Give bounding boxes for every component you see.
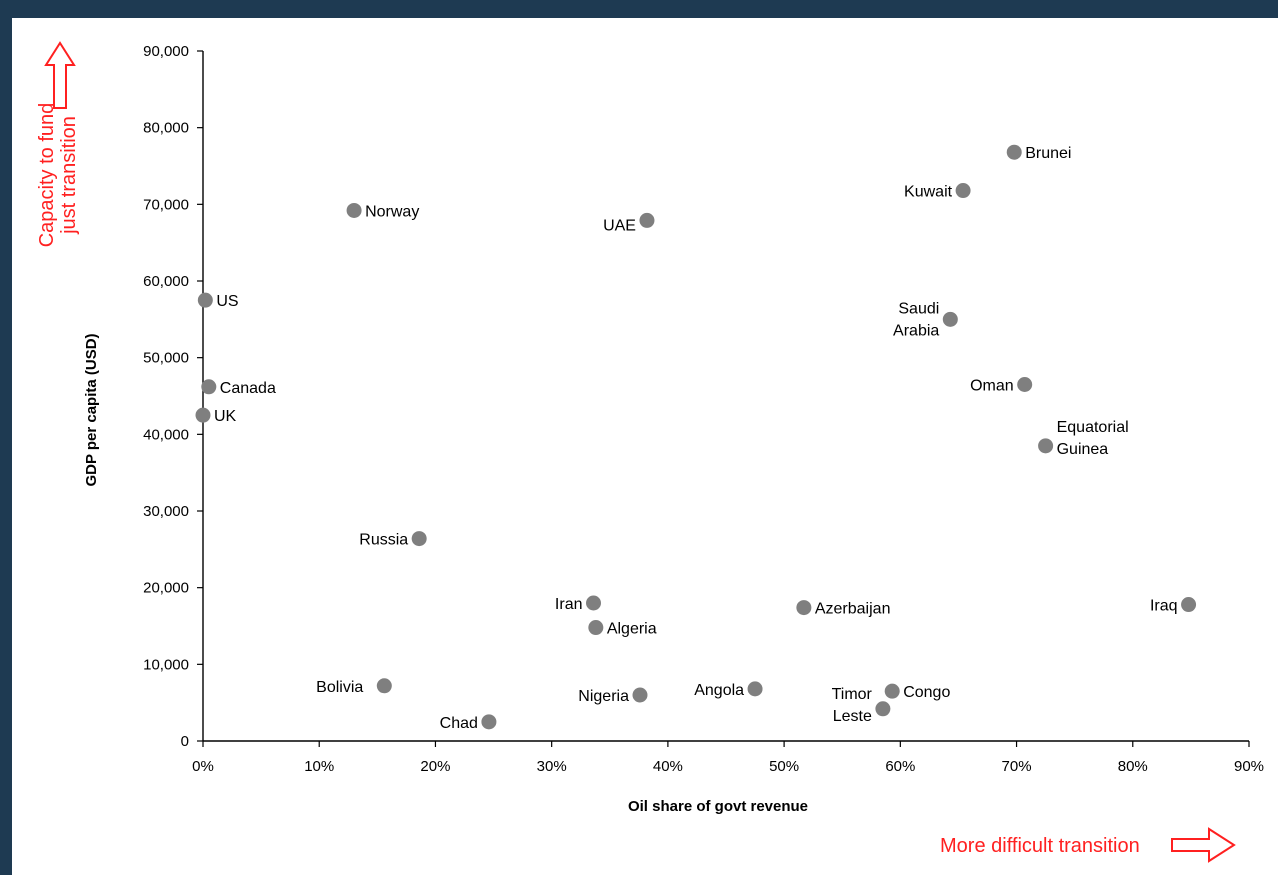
point-label-russia: Russia (359, 532, 408, 549)
point-label-equatorial-guinea: Equatorial Guinea (1057, 419, 1129, 458)
point-label-algeria: Algeria (607, 621, 657, 638)
data-point-canada (201, 379, 217, 395)
data-point-brunei (1006, 144, 1022, 160)
capacity-annotation: Capacity to fund just transition (36, 41, 80, 248)
point-label-angola: Angola (694, 682, 744, 699)
y-tick-label: 50,000 (143, 350, 189, 367)
data-point-congo (884, 683, 900, 699)
axes: 0% 10% 20% 30% 40% 50% 60% 70% 80% 90% 0 10,000 20,0… (143, 43, 1264, 775)
data-point-angola (747, 681, 763, 697)
y-axis-label: GDP per capita (USD) (83, 333, 100, 486)
point-label-us: US (216, 293, 238, 310)
data-point-algeria (588, 620, 604, 636)
difficulty-annotation: More difficult transition (940, 827, 1236, 863)
y-tick-label: 80,000 (143, 120, 189, 137)
point-label-timor-leste: Timor Leste (832, 686, 873, 725)
point-label-uk: UK (214, 408, 237, 425)
y-tick-label: 90,000 (143, 43, 189, 60)
x-tick-label: 30% (537, 758, 567, 775)
point-label-kuwait: Kuwait (904, 184, 953, 201)
data-point-iran (586, 595, 602, 611)
scatter-chart: 0% 10% 20% 30% 40% 50% 60% 70% 80% 90% 0 10,000 20,0… (36, 41, 1264, 863)
x-tick-label: 50% (769, 758, 799, 775)
right-arrow-icon (1171, 827, 1236, 863)
data-point-timor-leste (875, 701, 891, 717)
capacity-label-line1: Capacity to fund (36, 103, 58, 248)
point-label-norway: Norway (365, 203, 419, 220)
x-tick-label: 20% (420, 758, 450, 775)
x-tick-label: 40% (653, 758, 683, 775)
data-point-nigeria (632, 687, 648, 703)
y-tick-label: 0 (181, 733, 189, 750)
x-tick-label: 80% (1118, 758, 1148, 775)
data-point-uae (639, 212, 655, 228)
data-point-kuwait (955, 183, 971, 199)
up-arrow-icon (44, 41, 76, 109)
point-label-chad: Chad (440, 715, 478, 732)
point-label-azerbaijan: Azerbaijan (815, 601, 891, 618)
difficulty-label: More difficult transition (940, 835, 1140, 857)
x-tick-label: 60% (885, 758, 915, 775)
point-label-congo: Congo (903, 684, 950, 701)
capacity-label-line2: just transition (58, 116, 80, 235)
x-tick-label: 90% (1234, 758, 1264, 775)
y-tick-label: 10,000 (143, 656, 189, 673)
point-label-saudi-arabia: Saudi Arabia (893, 300, 939, 339)
x-axis-label: Oil share of govt revenue (628, 798, 808, 815)
y-tick-label: 30,000 (143, 503, 189, 520)
data-point-equatorial-guinea (1038, 438, 1054, 454)
data-point-saudi-arabia (942, 311, 958, 327)
y-tick-label: 70,000 (143, 196, 189, 213)
y-tick-label: 60,000 (143, 273, 189, 290)
y-tick-label: 20,000 (143, 580, 189, 597)
chart-frame: 0% 10% 20% 30% 40% 50% 60% 70% 80% 90% 0 10,000 20,0… (12, 18, 1278, 875)
data-points: Brunei Kuwait Norway UAE US Saudi Arabia Oman Ca… (195, 144, 1197, 732)
point-label-canada: Canada (220, 380, 276, 397)
data-point-norway (346, 202, 362, 218)
point-label-iran: Iran (555, 596, 583, 613)
point-label-brunei: Brunei (1025, 145, 1071, 162)
data-point-chad (481, 714, 497, 730)
data-point-us (197, 292, 213, 308)
point-label-nigeria: Nigeria (578, 688, 629, 705)
data-point-bolivia (376, 678, 392, 694)
data-point-oman (1017, 377, 1033, 392)
data-point-iraq (1181, 597, 1197, 613)
data-point-russia (411, 531, 427, 547)
y-tick-label: 40,000 (143, 426, 189, 443)
data-point-azerbaijan (796, 600, 812, 616)
x-tick-label: 70% (1002, 758, 1032, 775)
point-label-iraq: Iraq (1150, 598, 1178, 615)
point-label-bolivia: Bolivia (316, 679, 363, 696)
point-label-uae: UAE (603, 217, 636, 234)
data-point-uk (195, 407, 211, 423)
point-label-oman: Oman (970, 378, 1014, 395)
x-tick-label: 10% (304, 758, 334, 775)
x-tick-label: 0% (192, 758, 214, 775)
